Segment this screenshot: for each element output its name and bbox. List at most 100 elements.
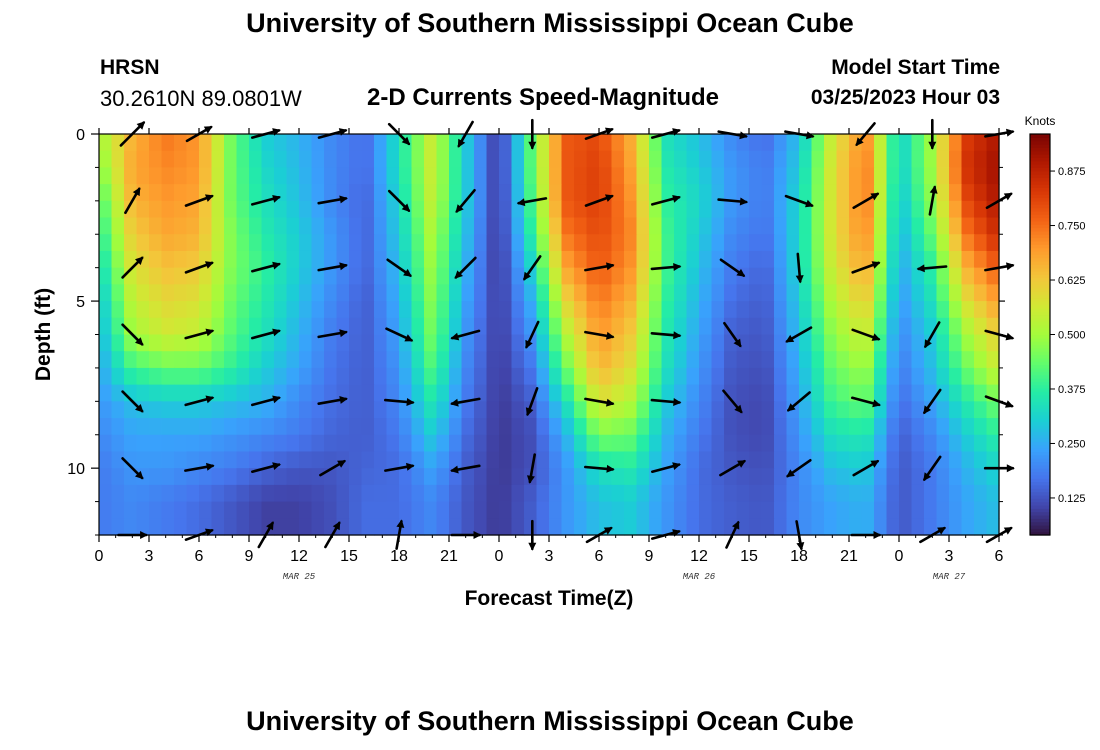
heatmap-cell bbox=[624, 434, 638, 453]
heatmap-cell bbox=[836, 518, 850, 536]
heatmap-cell bbox=[561, 217, 575, 235]
heatmap-cell bbox=[424, 334, 438, 352]
heatmap-cell bbox=[599, 167, 613, 185]
heatmap-cell bbox=[99, 468, 113, 486]
heatmap-cell bbox=[474, 351, 488, 369]
colorbar-swatch bbox=[1030, 177, 1050, 182]
heatmap-cell bbox=[611, 184, 625, 202]
heatmap-cell bbox=[924, 284, 938, 302]
vector-arrowhead bbox=[736, 268, 746, 277]
heatmap-cell bbox=[686, 134, 700, 152]
colorbar-swatch bbox=[1030, 187, 1050, 192]
heatmap-cell bbox=[849, 217, 863, 235]
heatmap-cell bbox=[911, 284, 925, 302]
heatmap-cell bbox=[386, 150, 400, 169]
heatmap-cell bbox=[311, 501, 325, 519]
heatmap-cell bbox=[861, 434, 875, 453]
heatmap-cell bbox=[174, 434, 188, 453]
heatmap-cell bbox=[499, 334, 513, 352]
heatmap-cell bbox=[549, 434, 563, 453]
vector-arrowhead bbox=[734, 404, 743, 414]
vector-arrowhead bbox=[516, 198, 526, 207]
vector-arrowhead bbox=[406, 398, 415, 406]
vector-arrowhead bbox=[1006, 128, 1015, 137]
heatmap-cell bbox=[374, 284, 388, 302]
heatmap-cell bbox=[861, 484, 875, 503]
heatmap-cell bbox=[386, 451, 400, 469]
heatmap-cell bbox=[511, 334, 525, 352]
heatmap-cell bbox=[374, 518, 388, 536]
heatmap-cell bbox=[761, 317, 775, 336]
heatmap-cell bbox=[111, 401, 125, 419]
heatmap-cell bbox=[461, 501, 475, 519]
heatmap-cell bbox=[961, 150, 975, 169]
heatmap-cell bbox=[561, 367, 575, 386]
heatmap-cell bbox=[574, 518, 588, 536]
heatmap-cell bbox=[974, 501, 988, 519]
heatmap-cell bbox=[836, 284, 850, 302]
colorbar-tick-label: 0.875 bbox=[1058, 166, 1086, 178]
heatmap-cell bbox=[186, 401, 200, 419]
heatmap-cell bbox=[874, 367, 888, 386]
heatmap-cell bbox=[761, 167, 775, 185]
heatmap-cell bbox=[299, 484, 313, 503]
heatmap-cell bbox=[774, 267, 788, 285]
heatmap-cell bbox=[699, 134, 713, 152]
heatmap-cell bbox=[861, 501, 875, 519]
heatmap-cell bbox=[349, 284, 363, 302]
heatmap-cell bbox=[661, 384, 675, 402]
heatmap-cell bbox=[311, 184, 325, 202]
heatmap-cell bbox=[849, 250, 863, 269]
heatmap-cell bbox=[224, 518, 238, 536]
heatmap-cell bbox=[649, 367, 663, 386]
heatmap-cell bbox=[824, 518, 838, 536]
vector-arrowhead bbox=[135, 404, 144, 413]
heatmap-cell bbox=[849, 184, 863, 202]
current-vector bbox=[251, 195, 281, 206]
heatmap-cell bbox=[849, 501, 863, 519]
heatmap-cell bbox=[449, 418, 463, 436]
heatmap-cell bbox=[186, 351, 200, 369]
heatmap-cell bbox=[561, 150, 575, 169]
heatmap-cell bbox=[111, 317, 125, 336]
heatmap-cell bbox=[299, 317, 313, 336]
heatmap-cell bbox=[649, 384, 663, 402]
current-vector bbox=[184, 194, 214, 207]
heatmap-cell bbox=[186, 468, 200, 486]
vector-arrowhead bbox=[450, 398, 459, 407]
heatmap-cell bbox=[711, 401, 725, 419]
heatmap-cell bbox=[111, 267, 125, 285]
vector-arrowhead bbox=[733, 338, 742, 348]
heatmap-cell bbox=[111, 351, 125, 369]
heatmap-cell bbox=[511, 167, 525, 185]
heatmap-cell bbox=[311, 200, 325, 219]
heatmap-cell bbox=[974, 334, 988, 352]
heatmap-cell bbox=[549, 401, 563, 419]
heatmap-cell bbox=[436, 434, 450, 453]
colorbar-swatch bbox=[1030, 311, 1050, 316]
heatmap-cell bbox=[749, 484, 763, 503]
heatmap-cell bbox=[961, 334, 975, 352]
heatmap-cell bbox=[861, 267, 875, 285]
heatmap-cell bbox=[524, 234, 538, 252]
heatmap-cell bbox=[874, 501, 888, 519]
heatmap-cell bbox=[611, 434, 625, 453]
heatmap-cell bbox=[599, 451, 613, 469]
heatmap-cell bbox=[424, 150, 438, 169]
heatmap-cell bbox=[961, 317, 975, 336]
heatmap-cell bbox=[736, 484, 750, 503]
heatmap-cell bbox=[599, 301, 613, 319]
heatmap-cell bbox=[236, 234, 250, 252]
heatmap-cell bbox=[336, 484, 350, 503]
heatmap-cell bbox=[786, 484, 800, 503]
heatmap-cell bbox=[636, 184, 650, 202]
heatmap-cell bbox=[861, 384, 875, 402]
heatmap-cell bbox=[711, 267, 725, 285]
heatmap-cell bbox=[336, 234, 350, 252]
heatmap-cell bbox=[374, 234, 388, 252]
heatmap-cell bbox=[211, 468, 225, 486]
colorbar-swatch bbox=[1030, 488, 1050, 493]
heatmap-cell bbox=[436, 384, 450, 402]
heatmap-cell bbox=[586, 217, 600, 235]
heatmap-cell bbox=[736, 501, 750, 519]
